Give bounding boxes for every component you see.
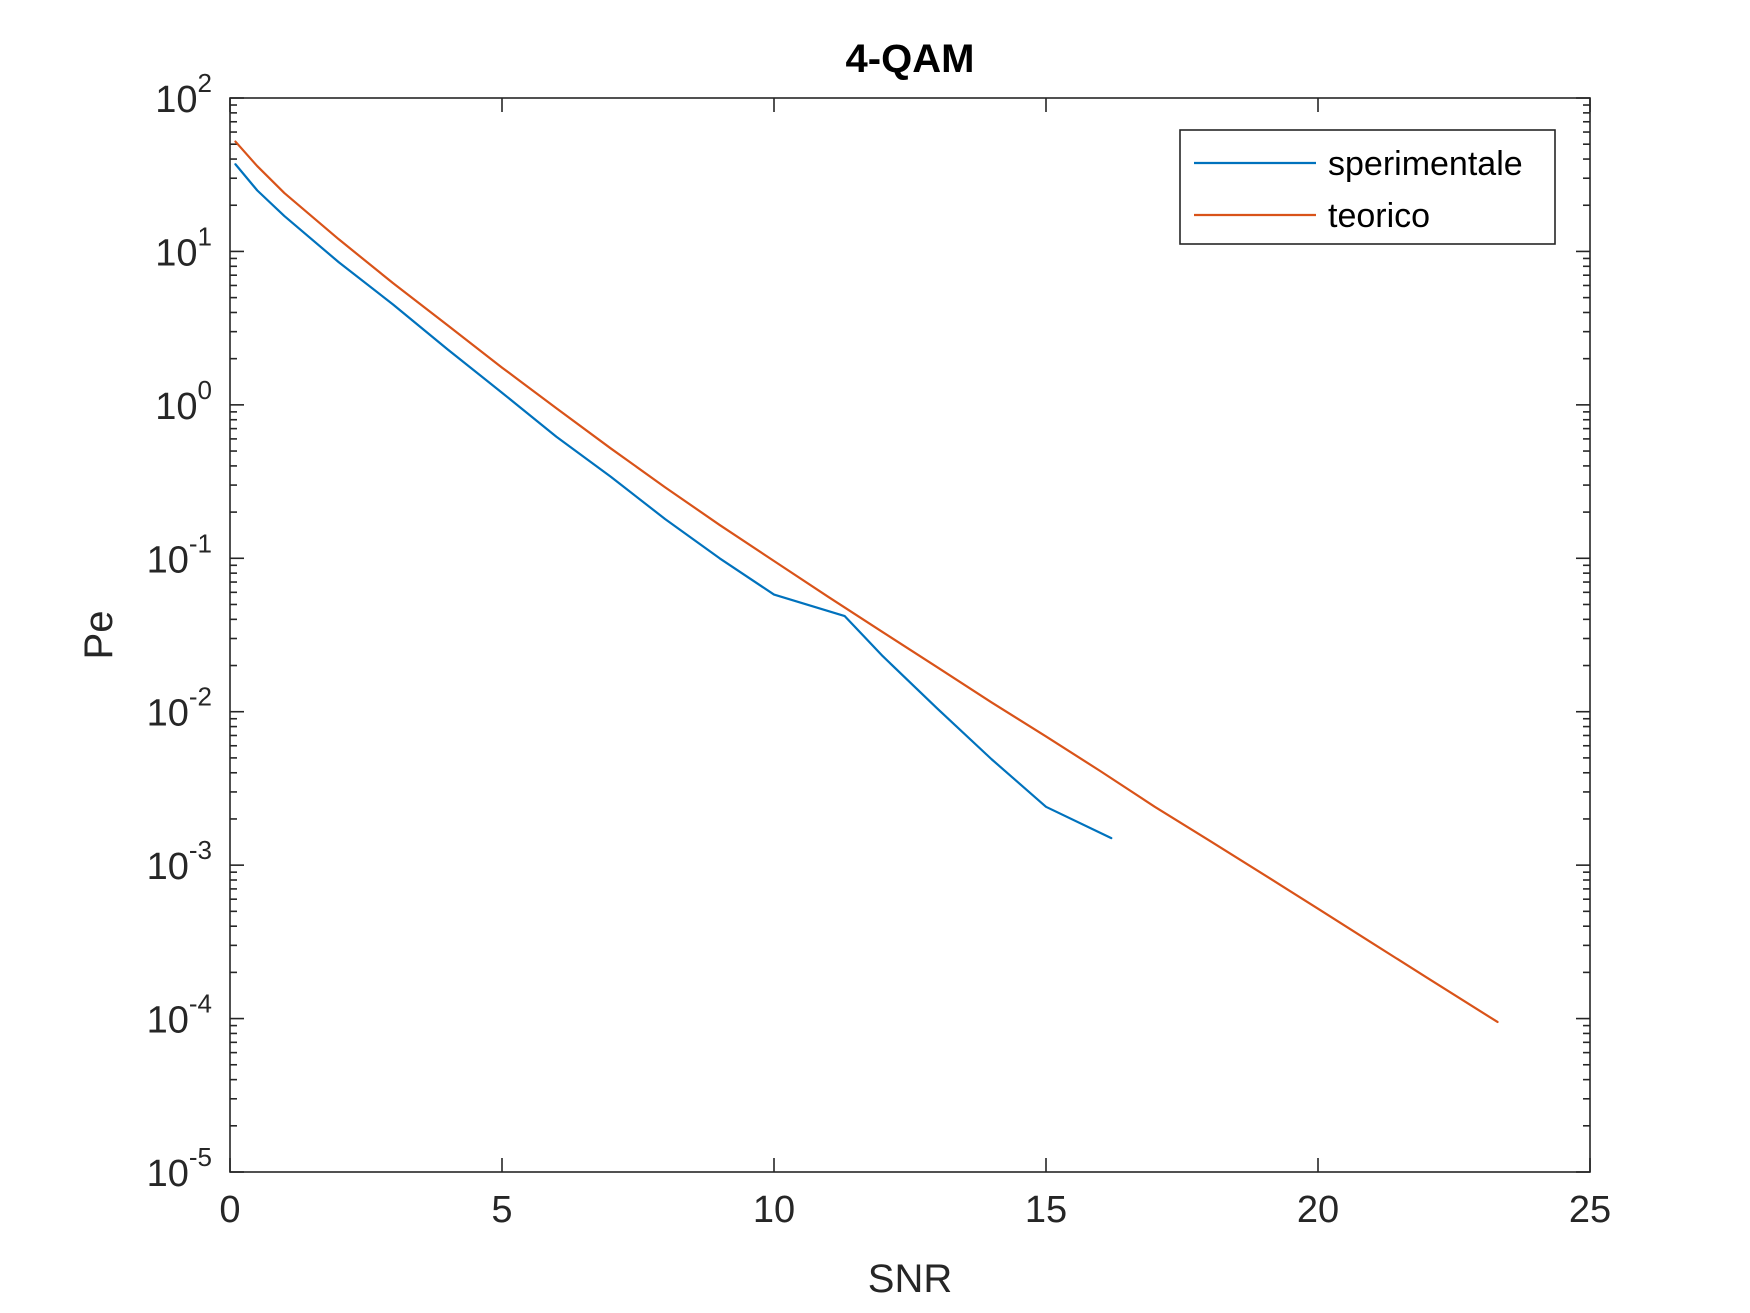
x-tick-label: 10 xyxy=(753,1189,795,1231)
x-axis-title: SNR xyxy=(868,1257,952,1301)
legend-label-teorico: teorico xyxy=(1328,197,1430,235)
plot-frame xyxy=(229,97,1591,1173)
plot-area xyxy=(230,98,1590,1172)
y-tick-label: 100 xyxy=(155,375,212,428)
y-tick-label: 10-2 xyxy=(147,682,212,735)
x-tick-label: 25 xyxy=(1569,1189,1611,1231)
x-tick-label: 15 xyxy=(1025,1189,1067,1231)
y-tick-label: 10-4 xyxy=(147,989,212,1042)
y-tick-label: 10-3 xyxy=(147,835,212,888)
axis-ticks xyxy=(229,97,1591,1173)
chart-title: 4-QAM xyxy=(846,37,975,81)
legend: sperimentale teorico xyxy=(1179,129,1556,245)
y-tick-label: 10-1 xyxy=(147,528,212,581)
y-tick-label: 101 xyxy=(155,221,212,274)
x-tick-label: 5 xyxy=(491,1189,512,1231)
series-line-teorico xyxy=(234,140,1499,1024)
y-tick-label: 102 xyxy=(155,68,212,121)
legend-label-sperimentale: sperimentale xyxy=(1328,145,1523,183)
y-tick-label: 10-5 xyxy=(147,1142,212,1195)
y-axis-title: Pe xyxy=(77,611,121,660)
legend-box xyxy=(1179,129,1556,245)
tick-labels: 0 5 10 15 20 25 102 101 100 10-1 10-2 10-3 10-4 10-5 xyxy=(147,68,1612,1231)
x-tick-label: 0 xyxy=(219,1189,240,1231)
series-lines xyxy=(234,140,1499,1024)
legend-items: sperimentale teorico xyxy=(1194,145,1523,235)
x-tick-label: 20 xyxy=(1297,1189,1339,1231)
series-line-sperimentale xyxy=(234,163,1113,840)
